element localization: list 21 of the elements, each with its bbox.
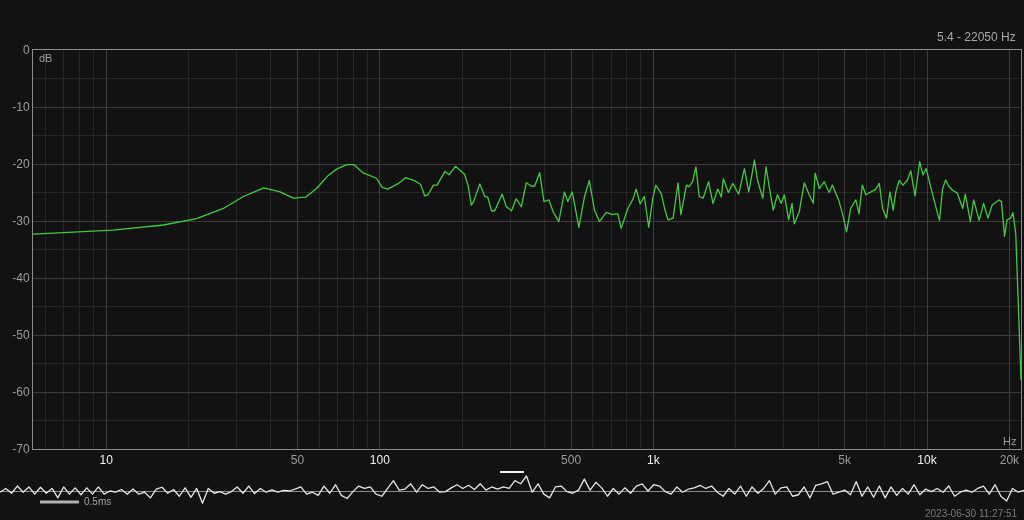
y-tick-label: -70 [12,442,30,457]
y-axis-title: dB [39,52,53,64]
y-tick-label: -40 [12,271,30,286]
text: 5.4 - 22050 Hz [937,30,1016,44]
y-tick-label: -30 [12,214,30,229]
x-tick-label: 10k [917,453,938,468]
x-tick-label: 50 [290,453,305,468]
y-tick-label: -20 [12,157,30,172]
x-tick-label: 10 [99,453,114,468]
x-axis-title: Hz [1003,435,1017,447]
y-tick-label: -10 [12,100,30,115]
y-tick-label: -50 [12,328,30,343]
y-tick-label: 0 [22,43,30,58]
x-tick-label: 5k [838,453,853,468]
x-tick-label: 1k [647,453,661,468]
y-tick-label: -60 [12,385,30,400]
x-tick-label: 500 [561,453,582,468]
x-tick-label: 20k [999,453,1021,468]
text: 2023-06-30 11:27:51 [925,508,1018,519]
annotation: 0.5ms [84,496,112,507]
x-tick-label: 100 [369,453,391,468]
